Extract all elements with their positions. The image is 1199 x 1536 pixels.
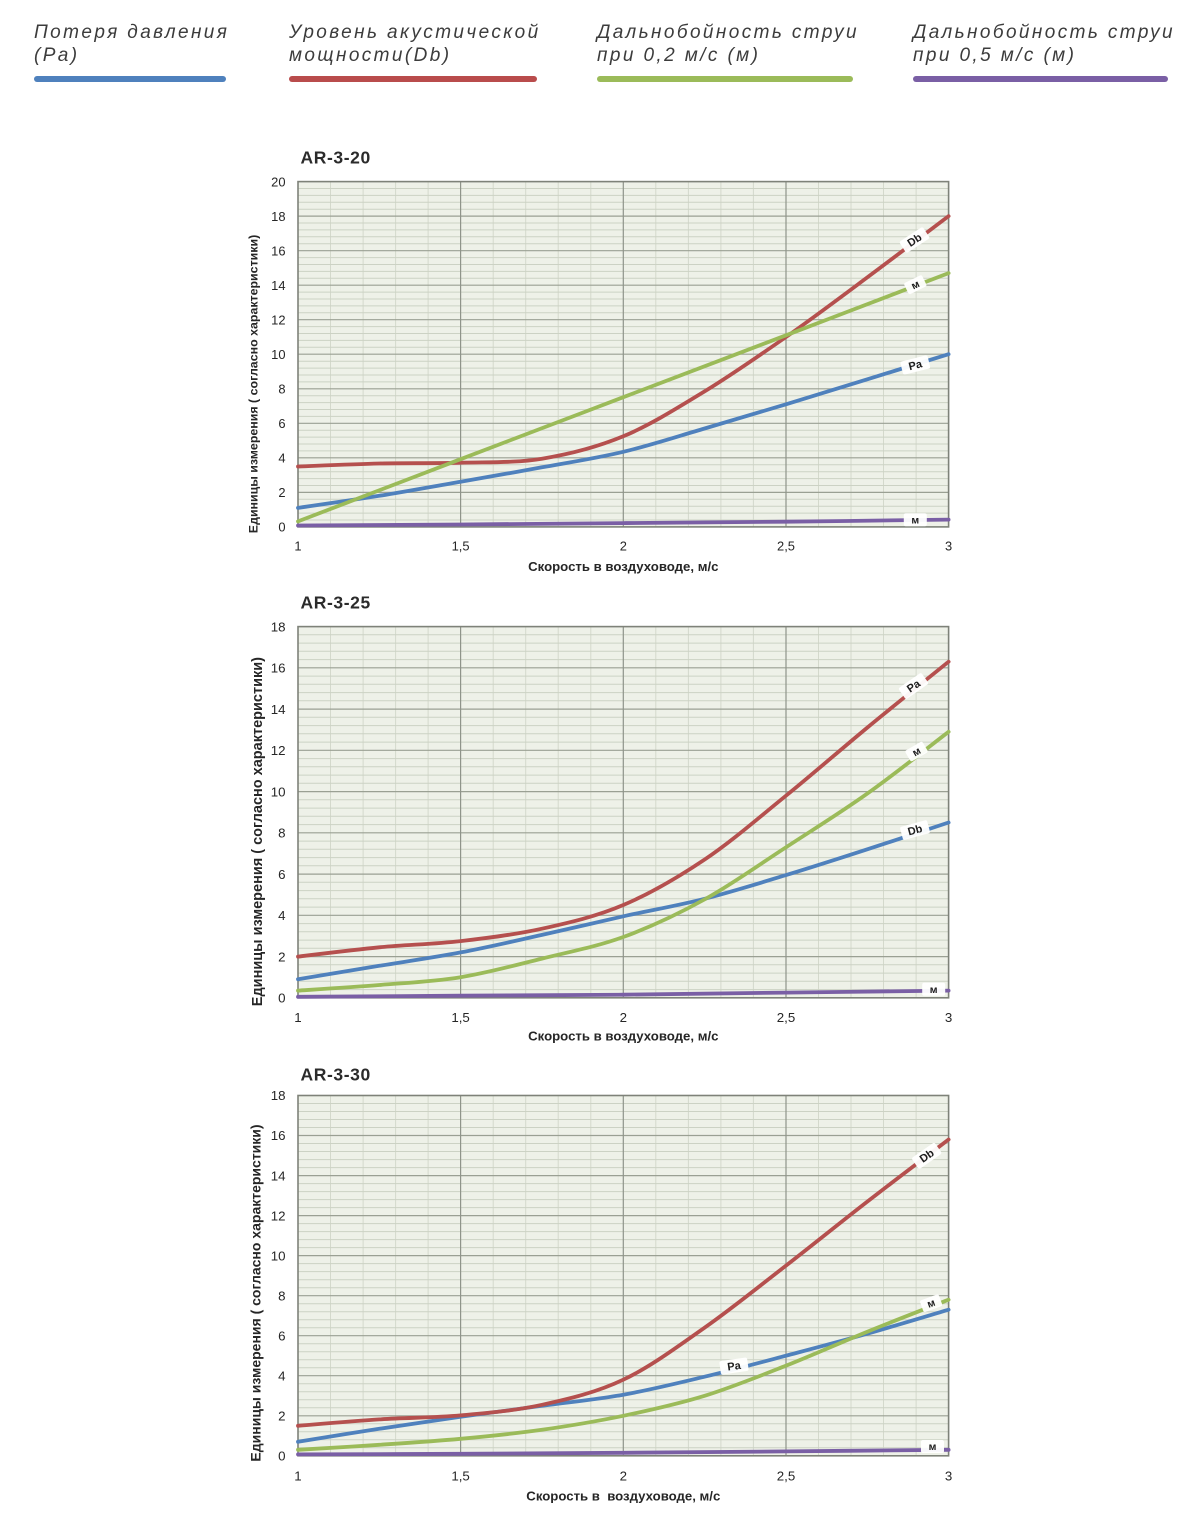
svg-text:12: 12: [271, 312, 285, 327]
svg-text:16: 16: [271, 1128, 286, 1143]
svg-text:14: 14: [271, 702, 286, 717]
svg-text:2,5: 2,5: [777, 1010, 796, 1025]
svg-text:1: 1: [294, 538, 301, 553]
svg-text:18: 18: [271, 1088, 286, 1103]
svg-text:2: 2: [620, 1468, 627, 1483]
svg-text:AR-3-20: AR-3-20: [301, 148, 371, 168]
svg-text:8: 8: [278, 826, 285, 841]
svg-text:12: 12: [271, 743, 286, 758]
svg-text:6: 6: [278, 867, 285, 882]
svg-text:2: 2: [620, 1010, 627, 1025]
svg-text:2,5: 2,5: [777, 538, 795, 553]
svg-text:0: 0: [278, 1449, 285, 1464]
svg-text:6: 6: [278, 1328, 285, 1343]
svg-text:2,5: 2,5: [777, 1468, 796, 1483]
svg-text:3: 3: [945, 1468, 952, 1483]
svg-text:8: 8: [278, 1288, 285, 1303]
svg-text:14: 14: [271, 278, 285, 293]
svg-text:2: 2: [278, 949, 285, 964]
svg-text:Единицы измерения ( согласно х: Единицы измерения ( согласно характерист…: [250, 657, 266, 1006]
svg-text:10: 10: [271, 784, 286, 799]
svg-text:1: 1: [294, 1468, 301, 1483]
svg-text:Скорость в воздуховоде, м/с: Скорость в воздуховоде, м/с: [528, 559, 718, 574]
svg-text:Pa: Pa: [907, 358, 924, 373]
svg-text:12: 12: [271, 1208, 286, 1223]
svg-text:Pa: Pa: [727, 1360, 743, 1374]
svg-text:AR-3-25: AR-3-25: [301, 593, 371, 613]
svg-text:Скорость в воздуховоде, м/с: Скорость в воздуховоде, м/с: [526, 1488, 720, 1503]
svg-text:м: м: [911, 514, 919, 526]
svg-text:1,5: 1,5: [452, 538, 470, 553]
svg-text:м: м: [926, 1297, 938, 1311]
svg-text:м: м: [929, 1441, 937, 1453]
svg-text:14: 14: [271, 1168, 286, 1183]
svg-text:4: 4: [278, 451, 285, 466]
svg-text:1: 1: [294, 1010, 301, 1025]
svg-text:18: 18: [271, 209, 285, 224]
svg-text:2: 2: [278, 1409, 285, 1424]
svg-text:6: 6: [278, 416, 285, 431]
svg-text:16: 16: [271, 661, 286, 676]
svg-text:0: 0: [278, 991, 285, 1006]
svg-text:1,5: 1,5: [451, 1010, 470, 1025]
svg-text:Скорость в воздуховоде, м/с: Скорость в воздуховоде, м/с: [528, 1029, 718, 1044]
svg-text:2: 2: [620, 538, 627, 553]
svg-text:2: 2: [278, 485, 285, 500]
svg-text:10: 10: [271, 1248, 286, 1263]
svg-text:3: 3: [945, 538, 952, 553]
svg-text:16: 16: [271, 243, 285, 258]
svg-text:1,5: 1,5: [451, 1468, 470, 1483]
svg-text:Единицы измерения ( согласно х: Единицы измерения ( согласно характерист…: [247, 235, 261, 533]
svg-text:м: м: [930, 984, 938, 996]
svg-text:3: 3: [945, 1010, 952, 1025]
svg-text:0: 0: [278, 520, 285, 535]
svg-text:8: 8: [278, 382, 285, 397]
svg-text:AR-3-30: AR-3-30: [301, 1065, 371, 1085]
svg-text:4: 4: [278, 908, 285, 923]
svg-text:Единицы измерения ( согласно х: Единицы измерения ( согласно характерист…: [248, 1124, 264, 1461]
svg-text:10: 10: [271, 347, 285, 362]
svg-text:Db: Db: [907, 823, 925, 838]
svg-text:4: 4: [278, 1368, 285, 1383]
svg-text:18: 18: [271, 619, 286, 634]
svg-text:20: 20: [271, 174, 285, 189]
